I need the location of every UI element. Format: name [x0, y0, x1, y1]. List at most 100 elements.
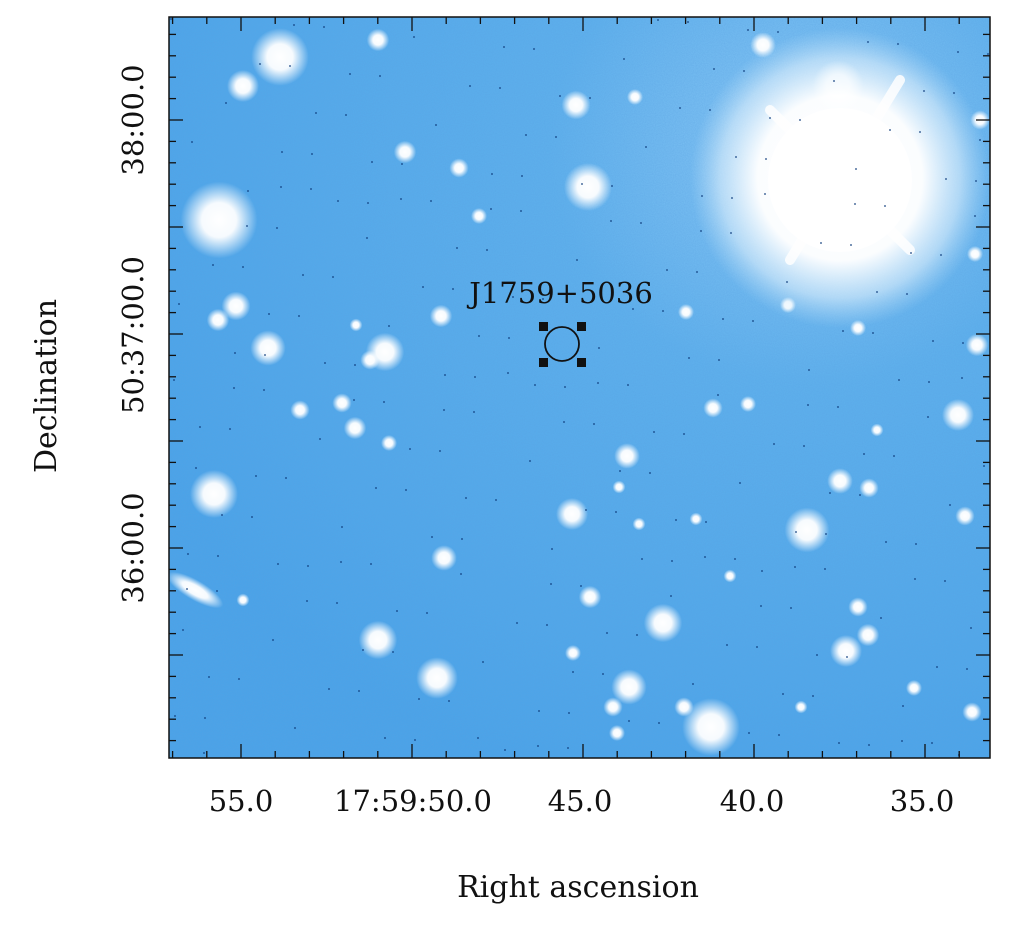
noise-speck: [264, 354, 266, 356]
noise-speck: [641, 558, 643, 560]
noise-speck: [799, 119, 801, 121]
noise-speck: [752, 320, 754, 322]
noise-speck: [974, 215, 976, 217]
noise-speck: [927, 416, 929, 418]
noise-speck: [794, 566, 796, 568]
noise-speck: [426, 612, 428, 614]
star: [250, 330, 286, 366]
noise-speck: [340, 561, 342, 563]
noise-speck: [679, 107, 681, 109]
noise-speck: [568, 712, 570, 714]
noise-speck: [212, 264, 214, 266]
noise-speck: [709, 109, 711, 111]
noise-speck: [658, 722, 660, 724]
noise-speck: [233, 387, 235, 389]
noise-speck: [520, 210, 522, 212]
star: [564, 163, 612, 211]
noise-speck: [508, 337, 510, 339]
noise-speck: [310, 188, 312, 190]
noise-speck: [529, 460, 531, 462]
star: [565, 645, 581, 661]
star: [678, 304, 694, 320]
noise-speck: [538, 710, 540, 712]
noise-speck: [306, 600, 308, 602]
noise-speck: [795, 531, 797, 533]
noise-speck: [572, 671, 574, 673]
star: [740, 396, 756, 412]
x-tick-label: 35.0: [890, 784, 955, 818]
noise-speck: [581, 183, 583, 185]
noise-speck: [915, 543, 917, 545]
noise-speck: [383, 401, 385, 403]
noise-speck: [880, 617, 882, 619]
noise-speck: [247, 190, 249, 192]
noise-speck: [765, 158, 767, 160]
star: [603, 697, 623, 717]
noise-speck: [259, 63, 261, 65]
plot-frame: [168, 16, 991, 759]
noise-speck: [323, 26, 325, 28]
noise-speck: [328, 688, 330, 690]
star: [556, 498, 588, 530]
x-tick-label: 40.0: [720, 784, 785, 818]
noise-speck: [221, 514, 223, 516]
star: [689, 512, 703, 526]
star: [870, 423, 884, 437]
noise-speck: [452, 288, 454, 290]
noise-speck: [962, 342, 964, 344]
star: [609, 725, 625, 741]
noise-speck: [238, 678, 240, 680]
noise-speck: [825, 533, 827, 535]
noise-speck: [615, 511, 617, 513]
noise-speck: [782, 693, 784, 695]
noise-speck: [623, 58, 625, 60]
noise-speck: [722, 318, 724, 320]
target-corner-tr: [577, 322, 586, 331]
noise-speck: [906, 293, 908, 295]
x-tick-label: 55.0: [209, 784, 274, 818]
star: [236, 593, 250, 607]
star: [965, 333, 989, 357]
noise-speck: [859, 494, 861, 496]
noise-speck: [769, 117, 771, 119]
noise-speck: [367, 202, 369, 204]
noise-speck: [898, 379, 900, 381]
noise-speck: [675, 519, 677, 521]
star: [962, 702, 982, 722]
star: [942, 399, 974, 431]
axis-ticks: [169, 17, 990, 758]
noise-speck: [778, 734, 780, 736]
noise-speck: [923, 90, 925, 92]
star: [561, 90, 591, 120]
y-axis-title: Declination: [29, 299, 64, 473]
noise-speck: [474, 376, 476, 378]
star: [366, 28, 390, 52]
noise-speck: [268, 313, 270, 315]
noise-speck: [610, 220, 612, 222]
noise-speck: [718, 359, 720, 361]
noise-speck: [593, 423, 595, 425]
noise-speck: [533, 48, 535, 50]
noise-speck: [914, 578, 916, 580]
noise-speck: [829, 492, 831, 494]
noise-speck: [246, 225, 248, 227]
noise-speck: [186, 588, 188, 590]
noise-speck: [208, 676, 210, 678]
noise-speck: [687, 21, 689, 23]
noise-speck: [182, 629, 184, 631]
noise-speck: [812, 695, 814, 697]
noise-speck: [486, 249, 488, 251]
sky-image: [169, 17, 990, 758]
noise-speck: [255, 475, 257, 477]
noise-speck: [645, 146, 647, 148]
noise-speck: [311, 153, 313, 155]
noise-speck: [456, 247, 458, 249]
noise-speck: [289, 65, 291, 67]
noise-speck: [337, 200, 339, 202]
noise-speck: [392, 651, 394, 653]
noise-speck: [366, 237, 368, 239]
noise-speck: [666, 269, 668, 271]
noise-speck: [276, 227, 278, 229]
star: [682, 698, 740, 756]
noise-speck: [551, 548, 553, 550]
